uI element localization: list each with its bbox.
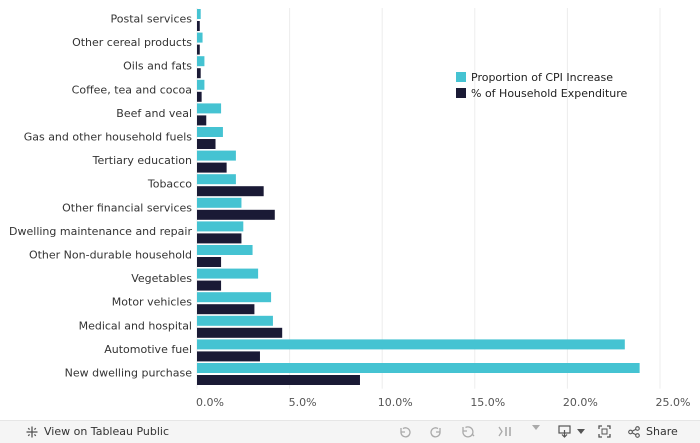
bar-household-15[interactable]	[197, 375, 360, 385]
bar-cpi-7[interactable]	[197, 174, 236, 185]
category-label: Other cereal products	[72, 36, 192, 49]
bar-cpi-14[interactable]	[197, 339, 625, 350]
bar-household-7[interactable]	[197, 186, 264, 197]
x-tick-label: 0.0%	[196, 396, 224, 409]
pause-button[interactable]	[498, 425, 512, 438]
undo-icon	[400, 427, 411, 438]
pause-dropdown[interactable]	[532, 425, 540, 431]
x-axis-ticks: 0.0% 5.0% 10.0% 15.0% 20.0% 25.0%	[196, 396, 690, 409]
category-label: Gas and other household fuels	[24, 131, 193, 144]
download-button[interactable]	[558, 425, 585, 438]
tableau-logo-icon	[26, 426, 38, 437]
view-on-tableau-link[interactable]: View on Tableau Public	[26, 425, 169, 438]
bar-cpi-4[interactable]	[197, 103, 222, 114]
bar-cpi-6[interactable]	[197, 150, 236, 161]
bar-cpi-15[interactable]	[197, 363, 640, 373]
bars	[197, 9, 640, 385]
redo-icon	[430, 427, 441, 438]
category-label: New dwelling purchase	[65, 367, 193, 380]
category-label: Dwelling maintenance and repair	[9, 225, 192, 238]
legend: Proportion of CPI Increase % of Household…	[456, 71, 628, 100]
tableau-toolbar: View on Tableau Public	[0, 420, 700, 443]
bar-household-3[interactable]	[197, 91, 202, 102]
bar-cpi-1[interactable]	[197, 32, 203, 43]
fullscreen-icon	[598, 425, 611, 438]
bar-cpi-3[interactable]	[197, 79, 205, 90]
bar-household-5[interactable]	[197, 139, 216, 149]
bar-household-0[interactable]	[197, 21, 200, 31]
bar-household-4[interactable]	[197, 115, 207, 126]
undo-button[interactable]	[398, 425, 411, 438]
bar-household-9[interactable]	[197, 233, 242, 244]
share-button[interactable]: Share	[628, 425, 678, 438]
bar-cpi-5[interactable]	[197, 127, 223, 137]
bar-household-8[interactable]	[197, 209, 275, 220]
category-label: Postal services	[111, 13, 193, 26]
category-label: Beef and veal	[116, 107, 192, 120]
fullscreen-button[interactable]	[598, 425, 611, 438]
category-label: Automotive fuel	[104, 343, 192, 356]
share-icon	[628, 425, 640, 438]
category-label: Motor vehicles	[112, 296, 192, 309]
redo-button[interactable]	[430, 425, 443, 438]
category-label: Vegetables	[131, 272, 192, 285]
legend-swatch-1	[456, 88, 466, 98]
bar-cpi-9[interactable]	[197, 221, 244, 232]
chevron-down-icon	[577, 428, 585, 434]
pause-icon	[498, 426, 511, 437]
bar-cpi-8[interactable]	[197, 197, 242, 208]
legend-swatch-0	[456, 72, 466, 82]
revert-button[interactable]	[461, 425, 475, 438]
category-label: Medical and hospital	[79, 319, 192, 332]
bar-household-11[interactable]	[197, 280, 222, 291]
category-label: Tertiary education	[92, 154, 192, 167]
x-tick-label: 10.0%	[378, 396, 413, 409]
share-label: Share	[646, 425, 678, 438]
bar-household-6[interactable]	[197, 162, 227, 173]
legend-label-1: % of Household Expenditure	[471, 87, 628, 100]
bar-household-10[interactable]	[197, 257, 222, 267]
bar-household-14[interactable]	[197, 351, 260, 362]
category-label: Other financial services	[62, 201, 192, 214]
category-labels: Postal services Other cereal products Oils…	[9, 13, 192, 380]
bar-household-2[interactable]	[197, 68, 201, 79]
category-label: Oils and fats	[123, 60, 192, 73]
download-icon	[558, 425, 571, 438]
x-tick-label: 15.0%	[470, 396, 505, 409]
legend-label-0: Proportion of CPI Increase	[471, 71, 613, 84]
chevron-down-icon	[532, 425, 540, 430]
bar-chart: Postal services Other cereal products Oils…	[9, 8, 690, 409]
x-tick-label: 25.0%	[656, 396, 691, 409]
x-tick-label: 5.0%	[289, 396, 317, 409]
category-label: Other Non-durable household	[29, 249, 192, 262]
bar-household-12[interactable]	[197, 304, 255, 315]
revert-icon	[462, 426, 475, 438]
bar-cpi-12[interactable]	[197, 292, 272, 303]
bar-cpi-13[interactable]	[197, 315, 273, 326]
bar-cpi-0[interactable]	[197, 9, 201, 19]
x-tick-label: 20.0%	[563, 396, 598, 409]
bar-cpi-10[interactable]	[197, 245, 253, 255]
bar-household-13[interactable]	[197, 327, 283, 338]
bar-cpi-11[interactable]	[197, 268, 259, 279]
category-label: Coffee, tea and cocoa	[72, 83, 192, 96]
bar-household-1[interactable]	[197, 44, 200, 55]
bar-cpi-2[interactable]	[197, 56, 205, 67]
category-label: Tobacco	[147, 178, 192, 191]
view-on-tableau-label: View on Tableau Public	[44, 425, 170, 438]
